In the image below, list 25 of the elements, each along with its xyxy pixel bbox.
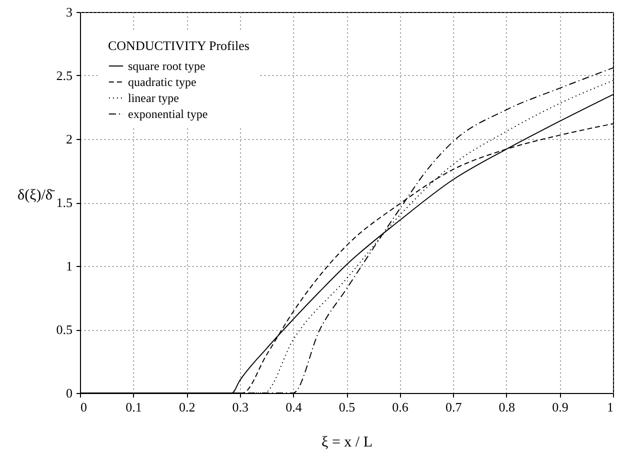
legend-title: CONDUCTIVITY Profiles: [108, 38, 250, 53]
y-tick-label: 3: [66, 4, 72, 20]
x-axis-title: ξ = x / L: [322, 434, 372, 450]
legend-label: linear type: [128, 91, 179, 105]
x-tick-label: 1: [607, 400, 614, 414]
x-tick-label: 0.5: [338, 400, 356, 414]
x-tick-label: 0.6: [392, 400, 409, 414]
y-tick-label: 1.5: [56, 195, 72, 210]
y-tick-label: 0.5: [56, 322, 72, 337]
x-tick-label: 0.2: [178, 400, 196, 414]
y-tick-label: 2.5: [56, 68, 72, 83]
x-tick-label: 0.7: [445, 400, 462, 414]
y-tick-label: 2: [66, 132, 72, 146]
x-tick-label: 0.1: [126, 400, 142, 414]
x-tick-label: 0.9: [552, 400, 568, 414]
x-tick-label: 0.8: [498, 400, 516, 414]
y-axis-title: δ(ξ)/δ̄: [18, 188, 56, 204]
legend-label: exponential type: [128, 107, 208, 121]
y-tick-label: 0: [66, 386, 72, 400]
legend-label: quadratic type: [128, 75, 196, 89]
y-tick-label: 1: [66, 258, 72, 274]
legend-label: square root type: [128, 59, 206, 73]
x-tick-label: 0.3: [232, 400, 249, 414]
x-tick-label: 0.4: [286, 400, 302, 414]
x-tick-label: 0: [80, 400, 87, 414]
